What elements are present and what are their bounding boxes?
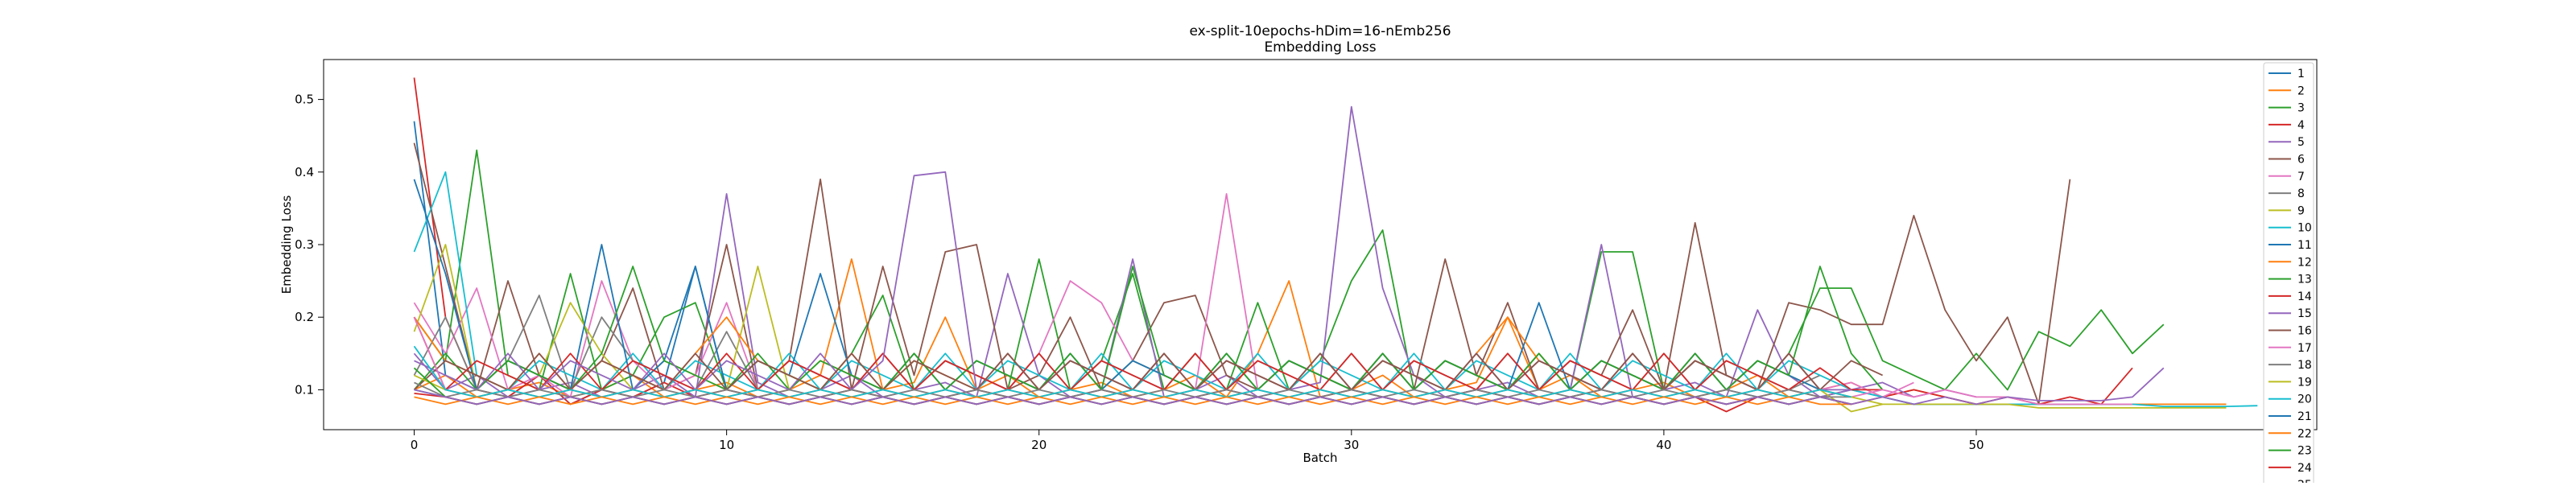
legend-label-5: 5 [2297,136,2305,149]
y-tick-label: 0.2 [295,310,314,324]
series-line-24 [414,393,1852,406]
x-tick-label: 0 [411,438,419,452]
y-tick-label: 0.4 [295,165,314,179]
legend-label-24: 24 [2297,462,2312,475]
legend-label-13: 13 [2297,274,2312,286]
x-tick-label: 40 [1656,438,1671,452]
legend-label-11: 11 [2297,239,2312,252]
legend-label-1: 1 [2297,68,2305,80]
legend-label-22: 22 [2297,427,2312,440]
y-ticks: 0.1 0.2 0.3 0.4 0.5 [295,93,324,397]
series-line-6 [413,142,2071,406]
y-tick-label: 0.3 [295,237,314,252]
legend-label-21: 21 [2297,410,2312,423]
legend-label-19: 19 [2297,376,2312,389]
x-axis-label: Batch [1302,451,1337,465]
series-line-25 [414,367,2165,406]
y-tick-label: 0.5 [295,93,314,107]
legend: 1234567891011121314151617181920212223242… [2263,62,2314,486]
legend-label-14: 14 [2297,290,2312,303]
x-tick-label: 30 [1344,438,1359,452]
chart-title: ex-split-10epochs-hDim=16-nEmb256 [1189,23,1451,39]
legend-box [2263,62,2314,486]
legend-label-12: 12 [2297,256,2312,269]
x-tick-label: 10 [719,438,734,452]
legend-label-23: 23 [2297,445,2312,458]
series-line-3 [413,149,2165,391]
series-line-14 [413,316,1883,391]
legend-label-16: 16 [2297,325,2312,338]
legend-label-6: 6 [2297,154,2305,167]
plot-lines [413,77,2258,413]
x-tick-label: 50 [1968,438,1984,452]
legend-label-17: 17 [2297,342,2312,355]
y-axis-label: Embedding Loss [279,195,294,294]
legend-label-7: 7 [2297,171,2305,183]
legend-label-20: 20 [2297,393,2312,406]
legend-label-18: 18 [2297,359,2312,372]
x-ticks: 0 10 20 30 40 50 [411,430,1984,452]
series-line-13 [413,266,1884,391]
legend-label-10: 10 [2297,222,2312,235]
legend-label-4: 4 [2297,119,2305,132]
legend-label-8: 8 [2297,187,2305,200]
chart-subtitle: Embedding Loss [1264,39,1376,56]
series-line-22 [414,396,1852,406]
x-tick-label: 20 [1031,438,1046,452]
legend-label-9: 9 [2297,204,2305,217]
y-tick-label: 0.1 [295,382,314,397]
plot-frame [323,59,2318,430]
legend-label-25: 25 [2297,479,2312,483]
legend-label-15: 15 [2297,307,2312,320]
legend-label-2: 2 [2297,84,2305,97]
legend-label-3: 3 [2297,102,2305,115]
series-line-16 [413,352,1883,391]
series-line-20 [413,345,1852,398]
